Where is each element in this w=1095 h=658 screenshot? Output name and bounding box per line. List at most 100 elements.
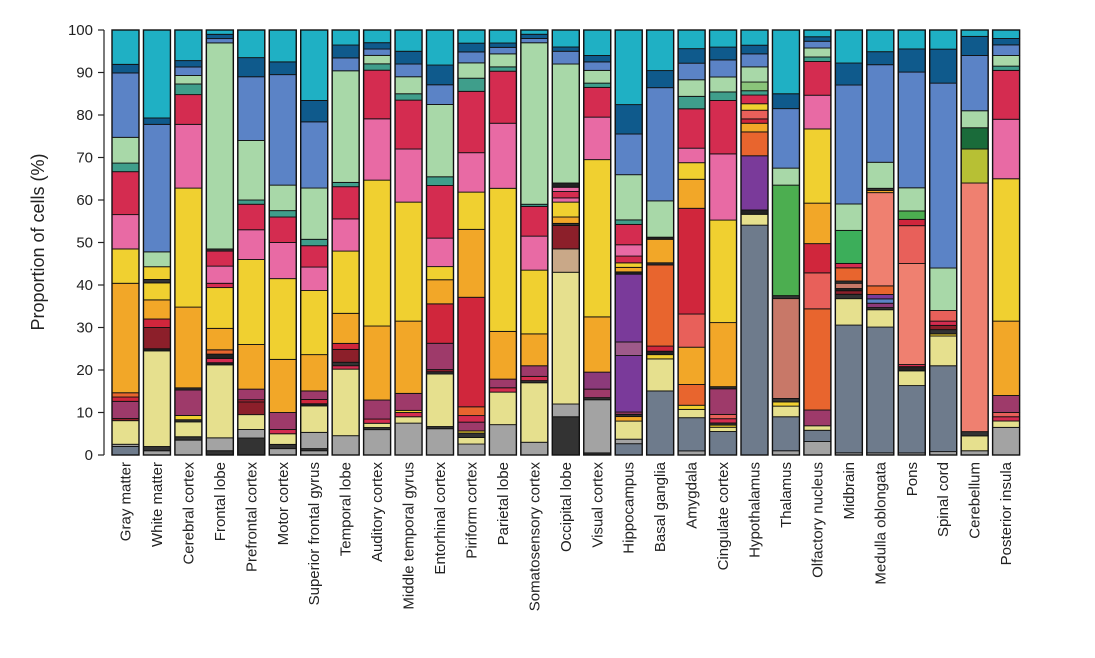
bar-segment [237,76,266,141]
bar-outline [614,29,643,456]
bar-segment [583,399,612,454]
bar-segment [300,399,329,405]
bar-segment [897,48,926,73]
bar-segment [142,123,171,253]
bar-segment [803,56,832,62]
bar-segment [394,93,423,101]
x-category-label: Midbrain [841,462,858,520]
bar-segment [174,94,203,125]
bar-segment [551,50,580,65]
bar-segment [300,390,329,400]
bar-segment [677,207,706,315]
bar-segment [174,123,203,189]
bar-segment [268,184,297,212]
bar-segment [331,312,360,344]
bar-outline [111,29,140,456]
bar-segment [363,418,392,424]
x-category-label: Thalamus [778,462,795,528]
bar-segment [614,443,643,456]
bar-outline [834,29,864,456]
y-tick-label: 40 [76,277,93,294]
bar-segment [426,342,454,371]
bar-segment [426,185,454,239]
bar-segment [866,64,895,163]
bar-segment [331,342,360,350]
bar-segment [614,416,643,422]
bar-segment [363,422,392,428]
bar-segment [834,324,863,454]
bar-segment [803,429,832,442]
bar-segment [677,62,706,81]
x-category-label: Gray matter [118,462,135,541]
y-tick-label: 20 [76,362,93,379]
bar-segment [772,29,800,95]
bar-segment [677,79,706,97]
bar-segment [834,290,863,295]
bar-segment [583,316,612,373]
bar-segment [237,259,266,345]
bar-segment [520,333,549,367]
bar-segment [551,271,580,405]
x-category-label: Olfactory nucleus [809,462,826,578]
bar-segment [426,373,454,427]
x-category-label: Auditory cortex [369,462,386,563]
bar-segment [992,320,1021,396]
bar-segment [394,201,423,322]
bar-segment [331,435,360,456]
bar-segment [834,267,863,282]
bar-segment [142,282,171,301]
bar-segment [174,415,203,421]
bar-outline [960,29,989,456]
bar-segment [457,443,486,456]
bar-segment [803,47,832,58]
bar-segment [803,29,832,38]
bar-segment [834,203,863,231]
bar-outline [771,29,801,456]
bar-segment [331,44,360,59]
x-category-label: Hypothalamus [747,462,764,558]
bar-outline [677,29,706,456]
bar-segment [929,324,958,331]
bar-outline [457,29,486,456]
bar-segment [520,33,549,39]
bar-segment [709,91,737,101]
x-category-label: Parietal lobe [495,462,512,545]
bar-segment [174,83,203,96]
y-tick-label: 80 [76,107,93,124]
bar-segment [268,443,297,450]
bar-segment [646,350,675,356]
bar-segment [142,299,171,320]
bar-segment [772,416,800,452]
bar-segment [457,296,486,408]
bar-segment [992,420,1021,428]
bar-outline [897,29,926,456]
bar-segment [426,428,454,456]
x-category-label: Pons [904,462,921,496]
bar-segment [803,61,832,96]
bar-segment [583,55,612,63]
bar-segment [897,210,926,220]
bar-segment [866,29,895,53]
bar-segment [394,412,423,418]
bar-segment [551,416,580,456]
x-category-label: Temporal lobe [338,462,355,556]
y-tick-label: 90 [76,65,93,82]
bar-segment [205,33,234,40]
x-category-label: Entorhinal cortex [432,462,449,575]
x-category-label: White matter [149,462,166,547]
bar-segment [300,187,329,240]
bar-outline [520,29,549,456]
bar-segment [111,136,140,164]
bar-segment [426,279,454,305]
bar-segment [331,29,360,46]
bar-segment [646,390,675,456]
bar-segment [772,184,800,297]
bar-segment [551,182,580,188]
bar-segment [614,420,643,440]
bar-segment [426,84,454,105]
bar-segment [457,415,486,423]
bar-segment [677,162,706,180]
bar-segment [363,325,392,401]
bar-segment [331,365,360,370]
bar-segment [740,155,769,211]
